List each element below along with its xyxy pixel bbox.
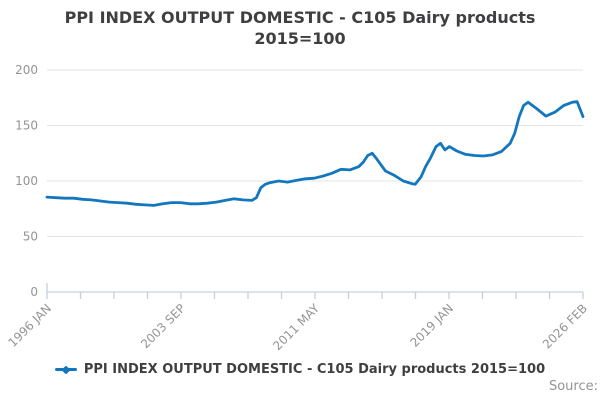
x-tick-label: 2019 JAN xyxy=(407,301,456,350)
series-line xyxy=(45,100,585,207)
legend: PPI INDEX OUTPUT DOMESTIC - C105 Dairy p… xyxy=(0,362,600,377)
x-tick-label: 1996 JAN xyxy=(5,301,54,350)
legend-label: PPI INDEX OUTPUT DOMESTIC - C105 Dairy p… xyxy=(83,362,546,377)
source-label: Source: xyxy=(548,379,598,394)
y-tick-label: 0 xyxy=(30,285,38,299)
y-tick-label: 50 xyxy=(23,230,38,244)
y-tick-label: 150 xyxy=(15,119,38,133)
x-tick-label: 2026 FEB xyxy=(540,301,590,351)
x-tick-label: 2011 MAY xyxy=(270,301,322,353)
legend-line-icon xyxy=(54,364,77,375)
chart-title: PPI INDEX OUTPUT DOMESTIC - C105 Dairy p… xyxy=(0,7,600,49)
x-tick-label: 2003 SEP xyxy=(138,301,188,351)
y-tick-label: 200 xyxy=(15,63,38,77)
legend-item[interactable]: PPI INDEX OUTPUT DOMESTIC - C105 Dairy p… xyxy=(54,362,546,377)
legend-marker-icon xyxy=(61,364,71,375)
chart-title-line1: PPI INDEX OUTPUT DOMESTIC - C105 Dairy p… xyxy=(64,8,536,27)
y-tick-label: 100 xyxy=(15,174,38,188)
chart-title-line2: 2015=100 xyxy=(254,29,346,48)
